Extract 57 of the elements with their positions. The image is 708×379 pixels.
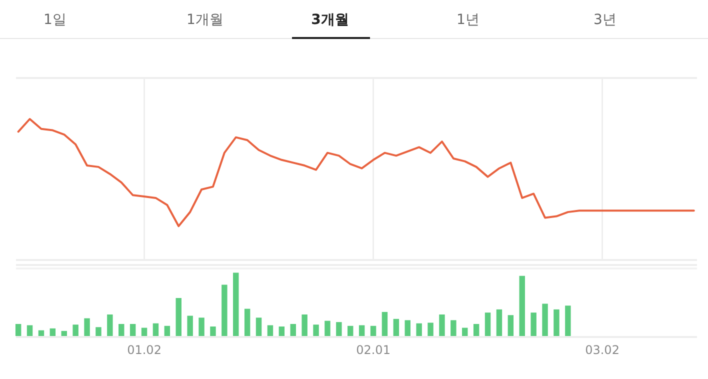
bar: [176, 298, 182, 336]
bar: [404, 320, 410, 336]
bar: [118, 324, 124, 336]
bar: [61, 330, 67, 336]
bar: [130, 324, 136, 336]
bar: [198, 318, 204, 336]
bar: [278, 326, 285, 336]
bar: [222, 284, 228, 336]
text: 1년: [456, 12, 480, 28]
bar: [96, 327, 102, 336]
bar: [210, 326, 216, 336]
bar: [244, 308, 250, 336]
bar: [313, 324, 319, 336]
text: 1일: [44, 12, 66, 28]
bar: [50, 328, 56, 336]
bar: [324, 320, 330, 336]
x-tick-label: 03.02: [585, 343, 620, 357]
bar: [462, 328, 468, 336]
bar: [450, 320, 456, 336]
text: 1개월: [186, 12, 224, 28]
bar: [38, 330, 44, 336]
bar: [72, 324, 78, 336]
bar: [26, 325, 33, 336]
bar: [267, 325, 274, 336]
bar: [107, 314, 113, 336]
text: 3년: [594, 12, 616, 28]
bar: [84, 318, 90, 336]
bar: [256, 318, 262, 336]
bar: [496, 309, 502, 336]
bar: [358, 325, 365, 336]
text: 3개월: [311, 12, 349, 28]
bar: [233, 272, 239, 336]
bar: [416, 323, 422, 336]
bar: [554, 309, 560, 336]
bar: [428, 322, 434, 336]
bar: [370, 326, 376, 336]
bar: [187, 316, 193, 336]
bar: [348, 326, 354, 336]
bar: [15, 324, 22, 336]
bar: [141, 328, 148, 336]
bar: [530, 312, 536, 336]
bar: [439, 314, 445, 336]
bar: [302, 314, 308, 336]
bar: [473, 324, 480, 336]
bar: [519, 276, 525, 336]
bar: [542, 304, 548, 336]
bar: [382, 312, 388, 336]
bar: [336, 322, 342, 336]
bar: [508, 315, 514, 336]
bar: [290, 324, 296, 336]
bar: [164, 326, 170, 336]
bar: [152, 323, 159, 336]
bar: [565, 306, 571, 336]
bar: [393, 318, 400, 336]
bar: [484, 312, 491, 336]
x-tick-label: 02.01: [356, 343, 390, 357]
x-tick-label: 01.02: [127, 343, 162, 357]
